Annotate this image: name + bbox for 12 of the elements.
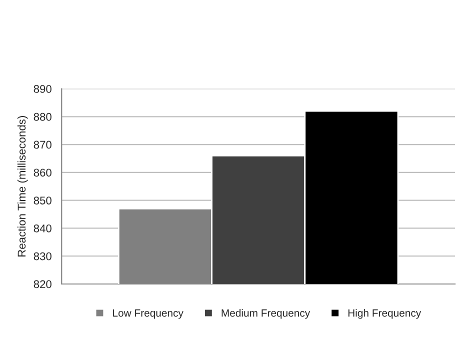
legend-label: High Frequency [348, 309, 422, 319]
y-tick-label: 820 [34, 280, 52, 288]
y-tick-label: 840 [34, 224, 52, 232]
legend-label: Low Frequency [113, 309, 184, 319]
legend-label: Medium Frequency [222, 309, 310, 319]
y-tick-label: 870 [34, 140, 52, 149]
y-axis-title: Reaction Time (milliseconds) [17, 116, 28, 256]
y-tick-label: 830 [34, 252, 52, 260]
y-tick-label: 850 [34, 196, 52, 204]
y-tick-label: 890 [34, 85, 52, 93]
y-tick-label: 860 [34, 168, 52, 177]
y-tick-label: 880 [34, 112, 52, 121]
